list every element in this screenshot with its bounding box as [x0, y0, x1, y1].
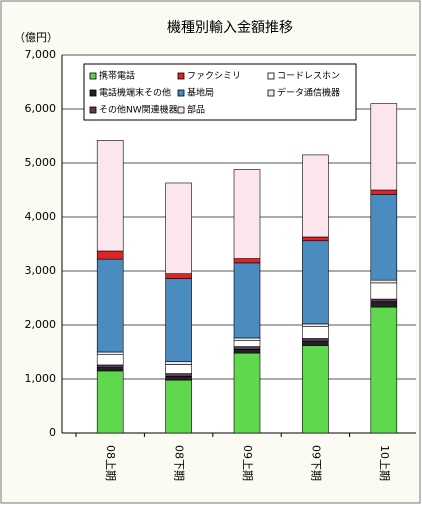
- legend-label: 携帯電話: [99, 70, 135, 82]
- bar-segment: [370, 189, 398, 195]
- x-tick-label: 08下期: [173, 445, 186, 481]
- y-tick-label: 3,000: [25, 264, 57, 277]
- chart-title: 機種別輸入金額推移: [167, 20, 293, 36]
- bar-segment: [96, 351, 124, 355]
- bar-segment: [233, 346, 261, 350]
- bar-segment: [96, 250, 124, 260]
- bar-segment: [165, 379, 192, 434]
- legend-label: データ通信機器: [277, 87, 340, 99]
- legend-swatch: [267, 72, 275, 80]
- bar-segment: [165, 361, 192, 365]
- x-tick-label: 09上期: [241, 445, 254, 481]
- bar-segment: [96, 367, 124, 372]
- legend-label: ファクシミリ: [187, 71, 241, 82]
- legend-swatch: [89, 106, 97, 114]
- bar-segment: [302, 323, 329, 327]
- legend-label: 電話機端末その他: [99, 87, 171, 99]
- bar-segment: [370, 282, 398, 300]
- y-tick-label: 1,000: [25, 372, 57, 385]
- bar-segment: [233, 337, 261, 341]
- bar-segment: [96, 140, 124, 252]
- legend-box: [83, 63, 357, 121]
- legend-label: コードレスホン: [277, 71, 340, 82]
- y-tick-label: 4,000: [25, 210, 57, 223]
- bar-segment: [96, 258, 124, 353]
- bar-segment: [302, 340, 329, 346]
- bar-segment: [302, 240, 329, 325]
- legend-swatch: [89, 89, 97, 97]
- legend-label: 基地局: [187, 87, 214, 99]
- bar-segment: [165, 375, 192, 381]
- bar-segment: [165, 364, 192, 374]
- bar-segment: [165, 182, 192, 274]
- bar-segment: [370, 306, 398, 434]
- bar-segment: [165, 373, 192, 377]
- bar-segment: [165, 273, 192, 279]
- legend-swatch: [177, 72, 185, 80]
- bar-segment: [370, 301, 398, 308]
- bar-segment: [302, 338, 329, 342]
- bar-segment: [233, 258, 261, 264]
- legend-label: その他NW関連機器: [99, 104, 178, 116]
- y-axis-label: （億円）: [14, 31, 58, 44]
- y-tick-label: 6,000: [25, 102, 57, 115]
- bar-segment: [302, 236, 329, 242]
- bar-segment: [302, 345, 329, 434]
- bar-segment: [233, 348, 261, 354]
- legend-swatch: [177, 106, 185, 114]
- y-tick-label: 7,000: [25, 48, 57, 61]
- legend-swatch: [177, 89, 185, 97]
- bar-segment: [370, 103, 398, 191]
- bar-segment: [96, 364, 124, 368]
- legend-swatch: [267, 89, 275, 97]
- bar-segment: [233, 262, 261, 339]
- bar-segment: [165, 278, 192, 363]
- x-tick-label: 10上期: [378, 445, 391, 481]
- bar-segment: [233, 169, 261, 259]
- bar-segment: [302, 154, 329, 238]
- bar-segment: [370, 298, 398, 303]
- legend-label: 部品: [187, 104, 205, 116]
- bar-segment: [370, 279, 398, 284]
- bar-segment: [370, 194, 398, 281]
- bar-segment: [302, 326, 329, 339]
- y-tick-label: 0: [49, 426, 56, 439]
- x-tick-label: 08上期: [104, 445, 117, 481]
- bar-segment: [233, 352, 261, 434]
- y-tick-label: 5,000: [25, 156, 57, 169]
- bar-segment: [96, 354, 124, 366]
- y-tick-label: 2,000: [25, 318, 57, 331]
- bar-segment: [96, 370, 124, 434]
- bar-segment: [233, 340, 261, 347]
- legend-swatch: [89, 72, 97, 80]
- x-tick-label: 09下期: [309, 445, 322, 481]
